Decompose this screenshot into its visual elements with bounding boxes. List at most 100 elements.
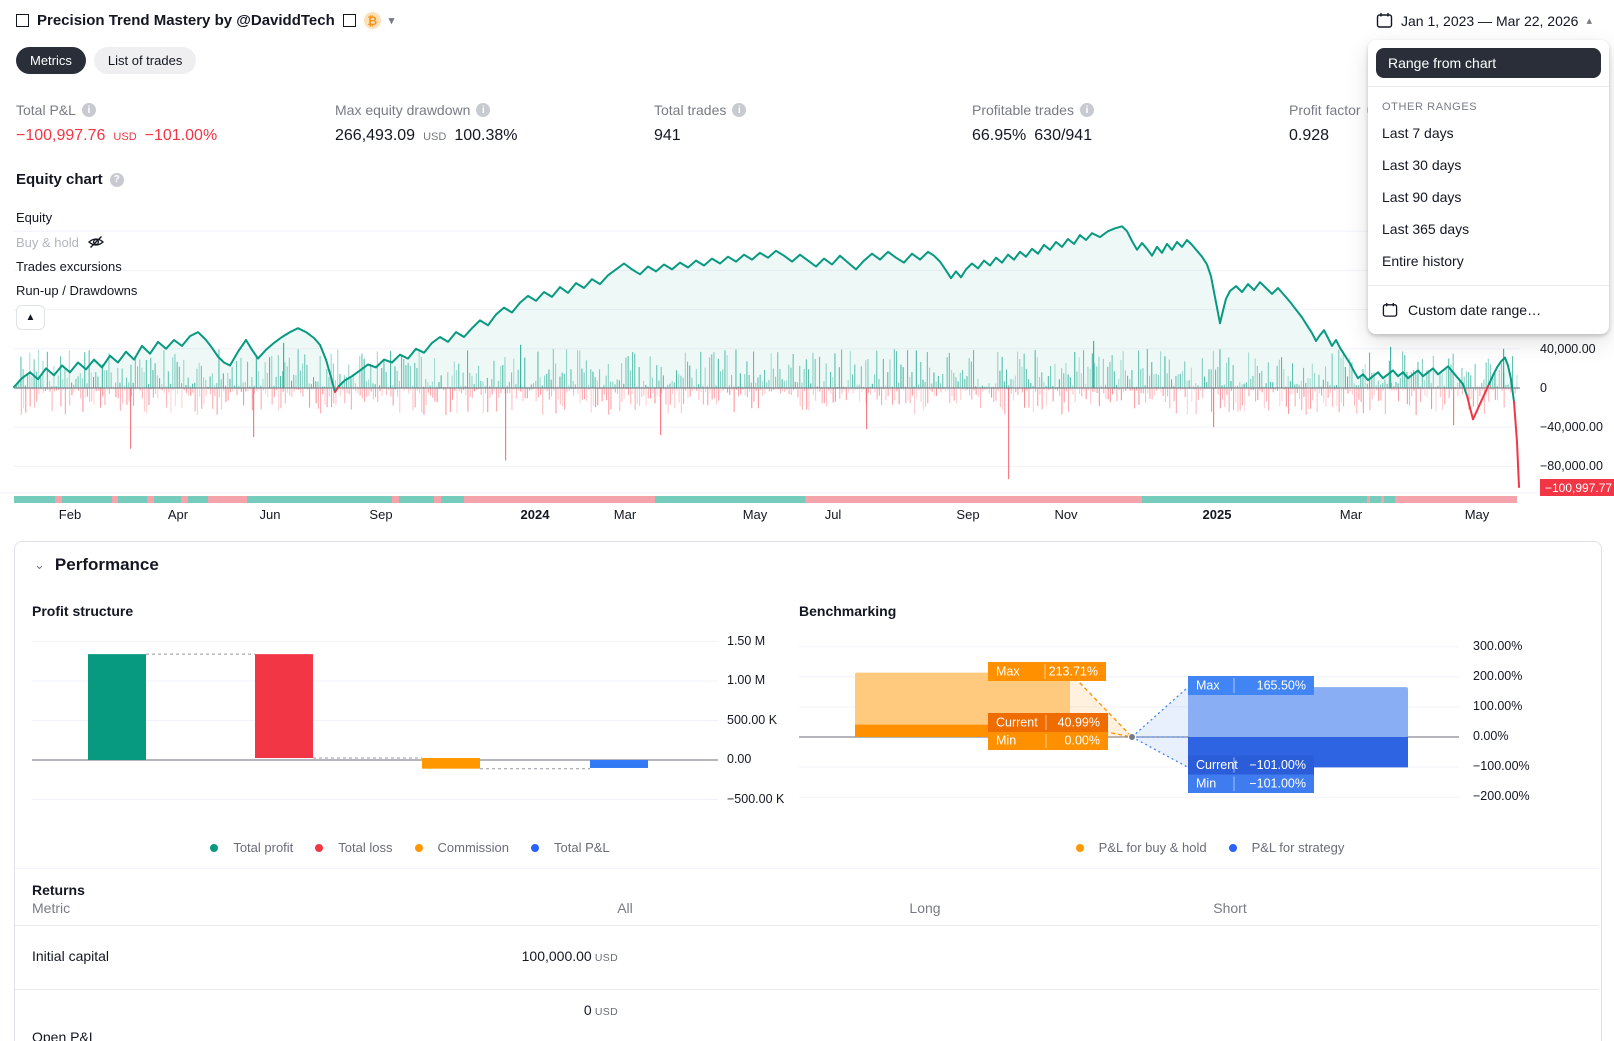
x-axis-label: Sep <box>956 507 980 522</box>
legend-dot <box>315 843 324 852</box>
legend-item-equity[interactable]: Equity <box>16 210 53 225</box>
chevron-up-icon: ▴ <box>1586 15 1592 27</box>
x-axis-label: 2024 <box>520 507 550 522</box>
stat-label-text: Total trades <box>654 102 727 118</box>
collapse-chart-button[interactable]: ▲ <box>16 305 45 330</box>
legend-item-p-l-for-strategy[interactable]: P&L for strategy <box>1228 840 1344 855</box>
menu-item-last-365-days[interactable]: Last 365 days <box>1382 221 1470 237</box>
other-ranges-label: OTHER RANGES <box>1382 101 1478 113</box>
stat-value: 941 <box>654 127 746 145</box>
benchmarking-title: Benchmarking <box>799 603 897 619</box>
menu-item-range-from-chart[interactable]: Range from chart <box>1376 48 1601 78</box>
stat-label-text: Profitable trades <box>972 102 1074 118</box>
stat-label-text: Max equity drawdown <box>335 102 471 118</box>
y-axis-label: 0.00% <box>1473 729 1509 743</box>
tab-bar: Metrics List of trades <box>16 47 197 74</box>
y-axis-label: 1.50 M <box>727 633 766 648</box>
x-axis-label: Jul <box>824 507 842 522</box>
menu-item-entire-history[interactable]: Entire history <box>1382 253 1464 269</box>
legend-dot <box>1228 843 1237 852</box>
info-icon[interactable]: i <box>732 103 747 117</box>
svg-text:Min: Min <box>996 734 1016 748</box>
calendar-icon <box>1376 13 1393 28</box>
cell-all: 100,000.00 USD <box>415 948 618 964</box>
equity-chart-title: Equity chart <box>16 171 103 188</box>
legend-dot <box>531 843 540 852</box>
x-axis-label: Feb <box>58 507 82 522</box>
legend-item-p-l-for-buy-hold[interactable]: P&L for buy & hold <box>1075 840 1207 855</box>
stat-profit-factor: Profit factori 0.928 <box>1289 102 1381 145</box>
legend-item-total-profit[interactable]: Total profit <box>210 840 293 855</box>
equity-chart[interactable] <box>0 195 1614 515</box>
svg-text:Current: Current <box>996 716 1038 730</box>
stat-secondary-value: 630/941 <box>1034 127 1093 144</box>
menu-item-custom-date-range[interactable]: Custom date range… <box>1368 294 1609 326</box>
performance-header[interactable]: ⌄ Performance <box>34 555 159 575</box>
x-axis-label: Apr <box>167 507 189 522</box>
y-axis-label: −40,000.00 <box>1540 420 1603 435</box>
profit-structure-legend: Total profit Total loss Commission Total P&… <box>100 840 720 855</box>
stat-label: Profitable trades i <box>972 102 1094 118</box>
last-value-badge: −100,997.77 <box>1540 479 1614 496</box>
strategy-title-row: Precision Trend Mastery by @DaviddTech ₿… <box>16 12 394 29</box>
returns-title: Returns <box>32 882 85 898</box>
legend-item-total-p-l[interactable]: Total P&L <box>531 840 610 855</box>
info-icon[interactable]: i <box>81 103 96 117</box>
tab-metrics[interactable]: Metrics <box>16 47 86 74</box>
date-range-control[interactable]: Jan 1, 2023 — Mar 22, 2026 ▴ <box>1376 12 1592 29</box>
menu-item-last-30-days[interactable]: Last 30 days <box>1382 157 1462 173</box>
benchmarking-chart: Max 213.71% Current 40.99% Min 0.00% Max 165.50… <box>799 646 1459 798</box>
eye-off-icon[interactable] <box>87 234 105 250</box>
column-header-metric: Metric <box>32 900 71 916</box>
bitcoin-icon: ₿ <box>363 12 381 29</box>
tab-list-of-trades[interactable]: List of trades <box>93 47 197 74</box>
stat-main-value: −100,997.76 <box>16 127 106 144</box>
date-range-menu: Range from chart OTHER RANGES Last 7 day… <box>1368 40 1609 334</box>
y-axis-label: −500.00 K <box>727 791 785 806</box>
menu-item-last-90-days[interactable]: Last 90 days <box>1382 189 1462 205</box>
cell-value: 0 <box>583 1002 592 1018</box>
info-icon[interactable]: i <box>476 103 491 117</box>
stat-label: Max equity drawdown i <box>335 102 517 118</box>
menu-item-last-7-days[interactable]: Last 7 days <box>1382 125 1454 141</box>
y-axis-label: 0.00 <box>727 752 752 766</box>
stat-main-value: 266,493.09 <box>335 127 416 144</box>
missing-glyph-icon <box>342 14 356 27</box>
stat-label-text: Total P&L <box>16 102 76 118</box>
stat-value: −100,997.76 USD −101.00% <box>16 127 217 145</box>
x-axis-label: Sep <box>369 507 393 522</box>
info-icon[interactable]: i <box>1079 103 1094 117</box>
stat-total-p-l: Total P&L i −100,997.76 USD −101.00% <box>16 102 217 145</box>
legend-item-run-up-drawdowns[interactable]: Run-up / Drawdowns <box>16 283 138 298</box>
column-header-long: Long <box>909 900 941 916</box>
stat-value: 0.928 <box>1289 127 1381 145</box>
stat-label-text: Profit factor <box>1289 102 1361 118</box>
profit-structure-chart <box>32 641 718 800</box>
legend-item-trades-excursions[interactable]: Trades excursions <box>16 259 122 274</box>
y-axis-label: −200.00% <box>1473 789 1530 804</box>
missing-glyph-icon <box>16 14 29 27</box>
help-icon[interactable]: ? <box>109 172 124 187</box>
svg-text:0.00%: 0.00% <box>1065 734 1100 748</box>
legend-dot <box>1075 843 1084 852</box>
divider <box>15 868 1599 869</box>
svg-text:Current: Current <box>1196 758 1238 772</box>
x-axis-label: Jun <box>259 507 281 522</box>
x-axis-label: Mar <box>1339 507 1363 522</box>
y-axis-label: −100.00% <box>1473 759 1530 774</box>
legend-dot <box>414 843 423 852</box>
x-axis-label: Mar <box>613 507 637 522</box>
cell-metric: Initial capital <box>32 948 110 964</box>
svg-text:−101.00%: −101.00% <box>1249 758 1306 772</box>
chevron-down-icon[interactable]: ▾ <box>388 15 395 27</box>
legend-item-commission[interactable]: Commission <box>414 840 509 855</box>
svg-text:Min: Min <box>1196 777 1216 791</box>
cell-metric: Open P&L <box>32 1029 97 1041</box>
date-range-text: Jan 1, 2023 — Mar 22, 2026 <box>1401 12 1579 29</box>
y-axis-label: 300.00% <box>1473 638 1523 653</box>
legend-item-total-loss[interactable]: Total loss <box>315 840 393 855</box>
stat-label: Total trades i <box>654 102 747 118</box>
cell-value: 100,000.00 <box>521 948 592 964</box>
legend-item-buy-hold[interactable]: Buy & hold <box>16 234 105 250</box>
benchmarking-legend: P&L for buy & hold P&L for strategy <box>960 840 1460 855</box>
